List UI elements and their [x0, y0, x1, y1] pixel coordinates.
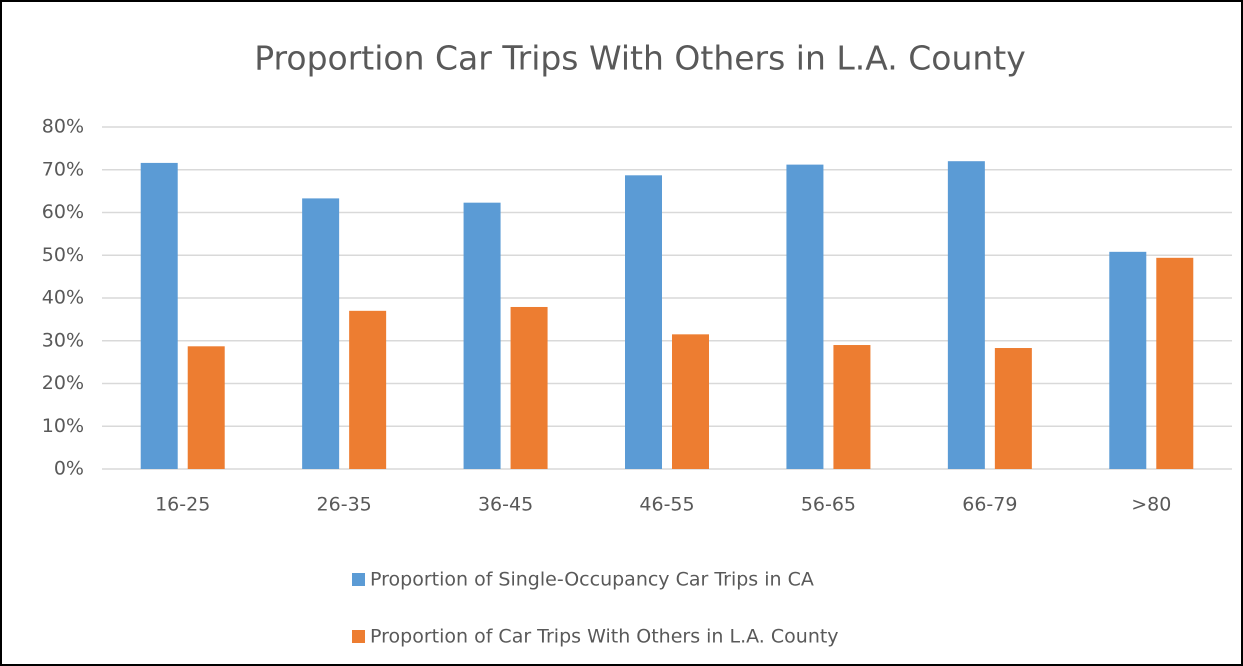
x-tick-label: 66-79: [962, 494, 1017, 516]
x-tick-label: 26-35: [317, 494, 372, 516]
y-tick-label: 20%: [42, 372, 84, 394]
bar: [187, 346, 225, 469]
bar: [833, 345, 871, 469]
bar: [463, 202, 501, 470]
bar: [994, 348, 1032, 469]
legend-swatch: [352, 630, 365, 643]
x-tick-label: >80: [1131, 494, 1171, 516]
bar: [625, 175, 662, 469]
y-tick-label: 70%: [42, 158, 84, 180]
y-tick-label: 80%: [42, 116, 84, 138]
bar: [302, 198, 340, 469]
bar: [1109, 251, 1147, 469]
bar: [510, 306, 548, 469]
bar: [947, 161, 985, 469]
x-tick-label: 16-25: [155, 494, 210, 516]
x-tick-label: 46-55: [639, 494, 694, 516]
y-tick-label: 60%: [42, 201, 84, 223]
y-tick-label: 40%: [42, 287, 84, 309]
bar: [349, 310, 387, 469]
bar: [1156, 257, 1194, 469]
x-tick-label: 56-65: [801, 494, 856, 516]
legend-label: Proportion of Single-Occupancy Car Trips…: [370, 569, 814, 591]
y-tick-label: 0%: [54, 458, 84, 480]
chart-title: Proportion Car Trips With Others in L.A.…: [254, 39, 1026, 78]
x-tick-label: 36-45: [478, 494, 533, 516]
bar: [140, 162, 178, 469]
bar: [786, 164, 824, 469]
bar: [672, 334, 709, 469]
y-tick-label: 10%: [42, 415, 84, 437]
legend-swatch: [352, 573, 365, 586]
y-tick-label: 50%: [42, 244, 84, 266]
y-tick-label: 30%: [42, 329, 84, 351]
legend-label: Proportion of Car Trips With Others in L…: [370, 626, 839, 648]
